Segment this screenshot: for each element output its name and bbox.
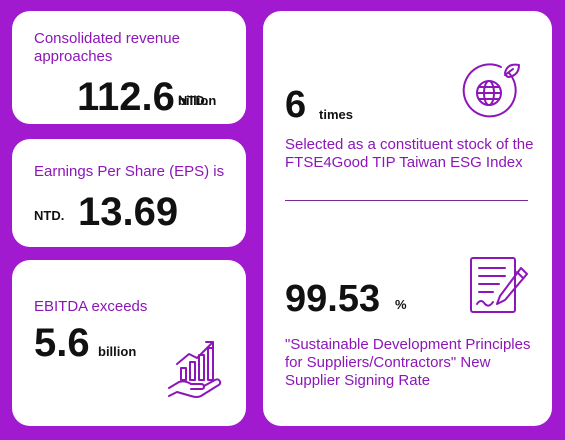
divider (285, 200, 528, 201)
revenue-currency: NTD. (178, 93, 209, 108)
ebitda-card: EBITDA exceeds 5.6 billion (12, 260, 246, 426)
eps-value: 13.69 (78, 190, 179, 234)
supplier-signing-value: 99.53 (285, 278, 381, 320)
ebitda-unit: billion (98, 344, 137, 359)
esg-index-unit: times (319, 107, 353, 122)
supplier-signing-unit: % (395, 297, 407, 312)
globe-leaf-icon (462, 63, 520, 118)
revenue-card: Consolidated revenue approaches NTD. 112… (12, 11, 246, 124)
document-sign-icon (470, 257, 528, 313)
revenue-label: Consolidated revenue approaches (34, 30, 180, 65)
eps-currency: NTD. (34, 208, 65, 223)
ebitda-label: EBITDA exceeds (34, 298, 148, 315)
eps-label: Earnings Per Share (EPS) is (34, 163, 225, 180)
esg-index-label: Selected as a constituent stock of the F… (285, 136, 534, 171)
revenue-value: 112.6 (77, 75, 175, 119)
supplier-signing-label: "Sustainable Development Principles for … (285, 336, 531, 389)
revenue-unit: billion (178, 93, 217, 108)
ebitda-value: 5.6 (34, 321, 90, 365)
growth-hand-icon (168, 341, 222, 398)
esg-card: 6 times Selected as a constituent stock … (263, 11, 552, 426)
eps-card: Earnings Per Share (EPS) is NTD. 13.69 (12, 139, 246, 247)
esg-index-value: 6 (285, 84, 307, 126)
